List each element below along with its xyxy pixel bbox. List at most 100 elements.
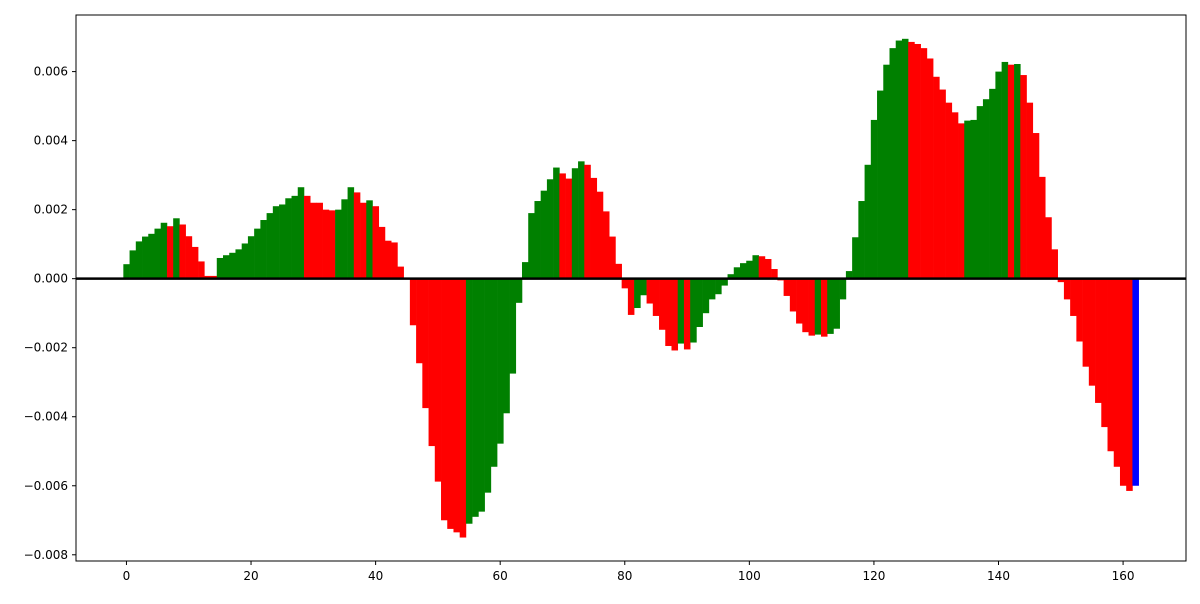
bar-129 xyxy=(926,58,934,279)
bar-121 xyxy=(877,90,884,279)
bar-136 xyxy=(970,119,978,279)
bar-140 xyxy=(995,71,1002,279)
bar-139 xyxy=(989,88,996,279)
bar-112 xyxy=(820,278,828,337)
bar-63 xyxy=(515,278,523,303)
bar-1 xyxy=(129,250,137,279)
bar-40 xyxy=(372,206,380,279)
bar-48 xyxy=(422,278,429,409)
bar-53 xyxy=(453,278,461,533)
bar-87 xyxy=(665,278,672,346)
bar-125 xyxy=(901,38,909,279)
bar-118 xyxy=(858,201,865,279)
bar-10 xyxy=(185,236,193,279)
bar-24 xyxy=(272,206,280,279)
bar-44 xyxy=(397,266,404,279)
bar-98 xyxy=(733,267,741,279)
bar-38 xyxy=(360,202,367,279)
y-axis: −0.008 −0.006 −0.004 −0.002 0.000 0.002 0.004 0… xyxy=(24,65,76,562)
bar-43 xyxy=(391,242,398,279)
bar-149 xyxy=(1051,249,1058,279)
bar-37 xyxy=(353,192,361,279)
bar-94 xyxy=(708,278,716,300)
bar-131 xyxy=(939,89,946,279)
bar-147 xyxy=(1038,176,1046,279)
bar-126 xyxy=(908,41,915,279)
bar-154 xyxy=(1082,278,1090,367)
y-tick-label-6: 0.004 xyxy=(34,134,68,148)
bar-32 xyxy=(322,209,330,279)
bar-23 xyxy=(266,213,274,279)
bar-151 xyxy=(1063,278,1071,300)
x-tick-label-60: 60 xyxy=(493,569,508,583)
bar-27 xyxy=(291,195,299,279)
bar-84 xyxy=(646,278,654,304)
bar-117 xyxy=(852,237,859,279)
bar-61 xyxy=(503,278,510,414)
bar-135 xyxy=(964,120,971,279)
bar-78 xyxy=(609,236,616,279)
bar-29 xyxy=(303,195,311,279)
bar-115 xyxy=(839,278,847,300)
bar-12 xyxy=(198,261,205,279)
bar-102 xyxy=(758,256,766,279)
x-tick-label-100: 100 xyxy=(738,569,761,583)
bar-20 xyxy=(247,236,255,279)
bar-69 xyxy=(553,167,560,279)
bar-128 xyxy=(920,48,928,279)
bar-152 xyxy=(1070,278,1077,316)
bar-162 xyxy=(1132,278,1139,486)
bar-144 xyxy=(1020,75,1027,279)
bar-148 xyxy=(1045,217,1052,279)
bar-159 xyxy=(1113,278,1121,467)
bar-110 xyxy=(808,278,816,336)
bar-60 xyxy=(497,278,504,444)
bar-22 xyxy=(260,220,267,279)
bar-59 xyxy=(490,278,498,467)
bar-137 xyxy=(976,106,984,279)
bar-145 xyxy=(1026,102,1034,279)
bar-109 xyxy=(802,278,809,333)
bar-36 xyxy=(347,187,355,279)
bar-9 xyxy=(179,224,186,279)
bar-6 xyxy=(160,222,168,279)
bar-86 xyxy=(659,278,666,330)
bar-16 xyxy=(223,255,230,279)
bar-132 xyxy=(945,102,953,279)
bar-15 xyxy=(216,257,224,279)
bar-85 xyxy=(652,278,660,316)
x-tick-label-0: 0 xyxy=(123,569,131,583)
bar-83 xyxy=(640,278,647,296)
bar-34 xyxy=(335,209,342,279)
bar-134 xyxy=(958,123,965,279)
bar-95 xyxy=(715,278,722,295)
bar-156 xyxy=(1095,278,1102,403)
bar-92 xyxy=(696,278,703,327)
bar-65 xyxy=(528,213,535,279)
bar-93 xyxy=(702,278,710,314)
bar-141 xyxy=(1001,61,1009,279)
bar-30 xyxy=(310,202,317,279)
bar-77 xyxy=(602,211,610,279)
bar-133 xyxy=(951,112,959,279)
bar-39 xyxy=(366,200,373,279)
bar-31 xyxy=(316,202,323,279)
bar-160 xyxy=(1119,278,1127,486)
bar-21 xyxy=(254,228,261,279)
bar-51 xyxy=(441,278,448,521)
bar-89 xyxy=(677,278,685,344)
bar-100 xyxy=(746,260,753,279)
bar-68 xyxy=(546,179,554,279)
bar-7 xyxy=(166,226,174,279)
bar-155 xyxy=(1088,278,1096,386)
bar-116 xyxy=(845,271,853,279)
bar-108 xyxy=(796,278,803,324)
bar-82 xyxy=(634,278,641,309)
bar-14 xyxy=(210,275,218,279)
bar-57 xyxy=(478,278,485,512)
bar-150 xyxy=(1057,278,1065,283)
bar-113 xyxy=(827,278,834,334)
bar-8 xyxy=(173,218,180,279)
